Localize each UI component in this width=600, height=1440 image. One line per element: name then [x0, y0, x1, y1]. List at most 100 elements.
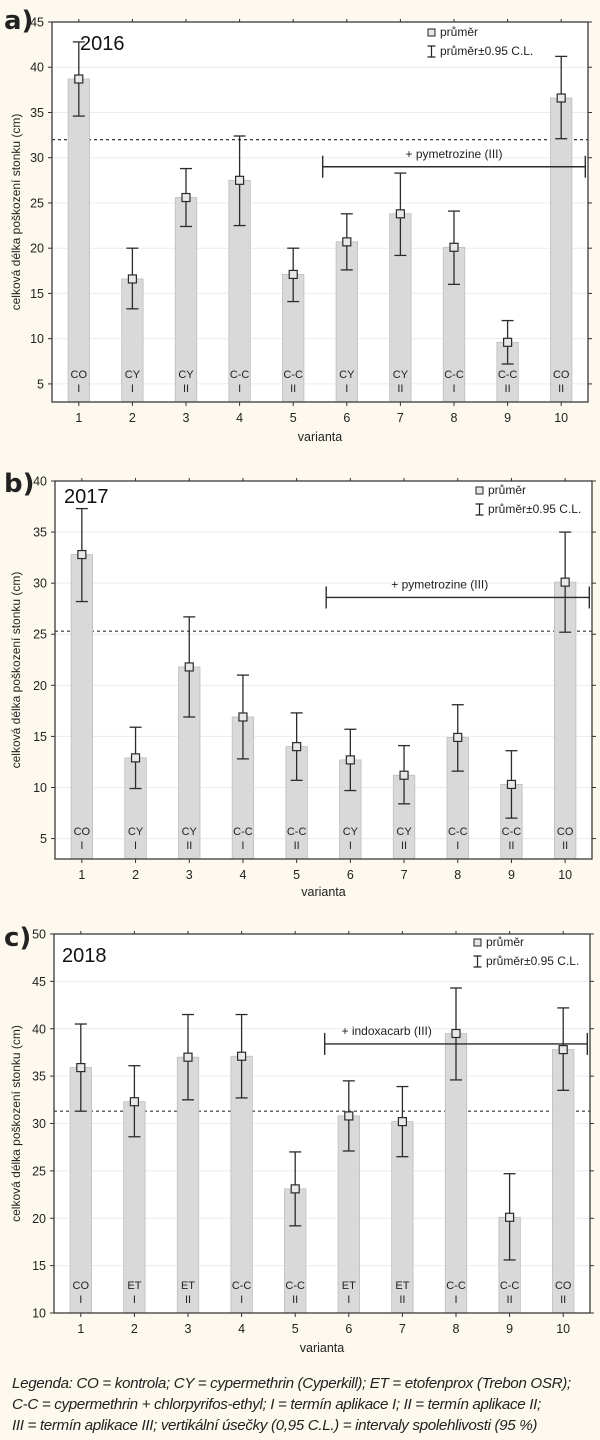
chart-panel-2018: c) COIETIETIIC-CIC-CIIETIETIIC-CIC-CIICO…: [4, 923, 594, 1355]
bar-label-term: I: [133, 1294, 136, 1306]
bar: [550, 97, 573, 403]
x-tick-label: 4: [239, 868, 246, 882]
legend-ci-icon: [473, 955, 482, 968]
bar-label-term: I: [79, 1294, 82, 1306]
mean-marker: [129, 1097, 139, 1107]
bar-label-product: C-C: [230, 369, 250, 381]
bar-label-term: I: [240, 1294, 243, 1306]
y-tick-label: 25: [30, 196, 44, 210]
bar-label-term: I: [349, 840, 352, 852]
bar-label-term: I: [454, 1294, 457, 1306]
x-tick-label: 7: [399, 1322, 406, 1336]
y-tick-label: 25: [32, 1164, 46, 1178]
x-tick-label: 2: [131, 1322, 138, 1336]
legend-mean-label: průměr: [440, 25, 478, 39]
x-tick-label: 9: [508, 868, 515, 882]
bar-label-term: II: [507, 1294, 513, 1306]
bar-label-product: C-C: [444, 369, 464, 381]
x-tick-label: 6: [343, 411, 350, 425]
mean-marker: [449, 242, 459, 252]
x-tick-label: 2: [132, 868, 139, 882]
bar-label-product: CY: [182, 826, 198, 838]
caption-line: Legenda: CO = kontrola; CY = cypermethri…: [12, 1375, 571, 1392]
x-tick-label: 1: [78, 868, 85, 882]
y-tick-label: 40: [33, 475, 47, 489]
y-tick-label: 15: [33, 730, 47, 744]
bracket-label: + pymetrozine (III): [391, 577, 488, 591]
bar-label-product: CO: [555, 1280, 572, 1292]
y-tick-label: 35: [32, 1070, 46, 1084]
plot-frame: [54, 480, 593, 860]
y-tick-label: 5: [40, 832, 47, 846]
x-tick-label: 8: [454, 868, 461, 882]
caption-line: III = termín aplikace III; vertikální ús…: [12, 1417, 538, 1434]
x-tick-label: 9: [504, 411, 511, 425]
panel-letter: a): [4, 6, 33, 36]
bar-label-term: II: [401, 840, 407, 852]
bar-label-product: C-C: [283, 369, 303, 381]
mean-marker: [558, 1044, 568, 1055]
mean-marker: [127, 274, 137, 284]
y-tick-label: 30: [33, 577, 47, 591]
x-tick-label: 7: [397, 411, 404, 425]
legend: průměr průměr±0.95 C.L.: [427, 25, 533, 58]
x-tick-label: 5: [290, 411, 297, 425]
mean-marker: [292, 742, 302, 752]
mean-marker: [183, 1052, 193, 1062]
y-tick-label: 5: [37, 377, 44, 391]
figure-caption: Legenda: CO = kontrola; CY = cypermethri…: [12, 1373, 592, 1436]
bracket: + pymetrozine (III): [321, 147, 587, 178]
mean-marker: [397, 1117, 407, 1127]
axes: 5 10 15 20 25 30 35 40 1 2 3 4 5 6 7 8 9 10: [33, 475, 596, 882]
bar-label-product: C-C: [446, 1280, 466, 1292]
mean-marker: [77, 549, 87, 560]
bar-label-term: I: [80, 840, 83, 852]
mean-marker: [344, 1111, 354, 1121]
chart-title: 2016: [80, 33, 125, 55]
legend-ci-label: průměr±0.95 C.L.: [486, 954, 579, 968]
y-tick-label: 35: [30, 106, 44, 120]
y-tick-label: 20: [32, 1212, 46, 1226]
x-tick-label: 8: [453, 1322, 460, 1336]
bar-label-product: CY: [393, 369, 409, 381]
x-tick-label: 4: [238, 1322, 245, 1336]
bar-label-term: II: [397, 383, 403, 395]
bar-label-product: CO: [553, 369, 570, 381]
bar-label-term: II: [558, 383, 564, 395]
mean-marker: [395, 209, 405, 219]
y-tick-label: 40: [32, 1022, 46, 1036]
plot-frame: [51, 21, 589, 403]
bar-label-product: CY: [339, 369, 355, 381]
x-tick-label: 3: [186, 868, 193, 882]
bar-label-product: C-C: [233, 826, 253, 838]
bar-label-product: C-C: [500, 1280, 520, 1292]
bar-label-product: CY: [128, 826, 144, 838]
y-axis-label: celková délka poškození stonku (cm): [9, 114, 23, 311]
legend: průměr průměr±0.95 C.L.: [475, 483, 581, 516]
bracket: + indoxacarb (III): [323, 1024, 589, 1055]
bars: CO I CY I CY II C-C I C-C II CY I CY II C-C I C-C II CO II: [67, 41, 573, 403]
bars: CO I ET I ET II C-C I C-C II ET I ET II C-C I C-C II CO II: [69, 987, 575, 1314]
mean-marker: [556, 93, 566, 103]
bar-label-term: I: [241, 840, 244, 852]
y-tick-label: 10: [32, 1307, 46, 1321]
legend-ci-icon: [427, 45, 436, 58]
mean-marker: [345, 755, 355, 765]
bar-label-term: I: [452, 383, 455, 395]
chart-title: 2018: [62, 945, 107, 967]
mean-marker: [560, 577, 570, 587]
bar-label-product: CO: [73, 1280, 90, 1292]
x-tick-label: 6: [347, 868, 354, 882]
bar-label-product: C-C: [285, 1280, 305, 1292]
legend-mean-icon: [473, 938, 482, 947]
bar-label-term: I: [134, 840, 137, 852]
mean-marker: [235, 175, 245, 185]
bar-label-term: I: [456, 840, 459, 852]
chart-panel-2017: b) COICYICYIIC-CIC-CIICYICYIIC-CIC-CIICO…: [4, 469, 596, 899]
bar-label-term: II: [292, 1294, 298, 1306]
bar-label-product: C-C: [502, 826, 522, 838]
y-axis-label: celková délka poškození stonku (cm): [9, 1025, 23, 1222]
mean-marker: [237, 1051, 247, 1061]
